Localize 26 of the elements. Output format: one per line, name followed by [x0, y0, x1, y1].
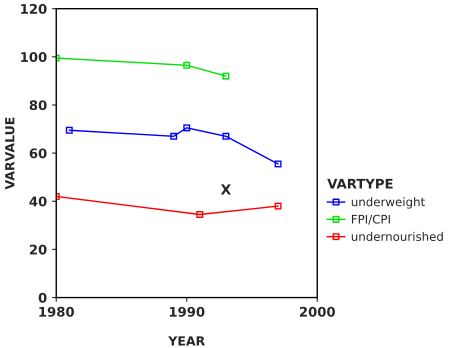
x-axis-title: YEAR: [168, 336, 205, 346]
point: [274, 202, 282, 210]
y-tick-label: 100: [21, 52, 47, 62]
point: [183, 62, 190, 69]
x-tick-label: 1990: [170, 306, 204, 317]
y-tick-label: 40: [29, 196, 47, 206]
point: [274, 160, 282, 168]
legend-label: undernourished: [352, 232, 443, 241]
point: [66, 126, 73, 134]
y-tick-label: 120: [21, 4, 47, 14]
legend-label: underweight: [352, 197, 425, 209]
point: [170, 132, 178, 140]
y-tick-label: 20: [30, 244, 47, 255]
legend-title: VARTYPE: [327, 178, 393, 189]
point: [222, 72, 230, 80]
x-tick-label: 1980: [39, 306, 74, 317]
y-tick-label: 80: [30, 100, 47, 110]
annotation: X: [220, 184, 231, 194]
point: [196, 211, 204, 218]
legend-label: FPI/CPI: [352, 214, 390, 225]
y-tick-label: 0: [38, 292, 47, 303]
x-tick-label: 2000: [300, 306, 335, 317]
y-axis-title: VARVALUE: [5, 118, 14, 190]
point: [222, 132, 230, 140]
point: [183, 124, 190, 132]
y-tick-label: 60: [30, 148, 47, 158]
